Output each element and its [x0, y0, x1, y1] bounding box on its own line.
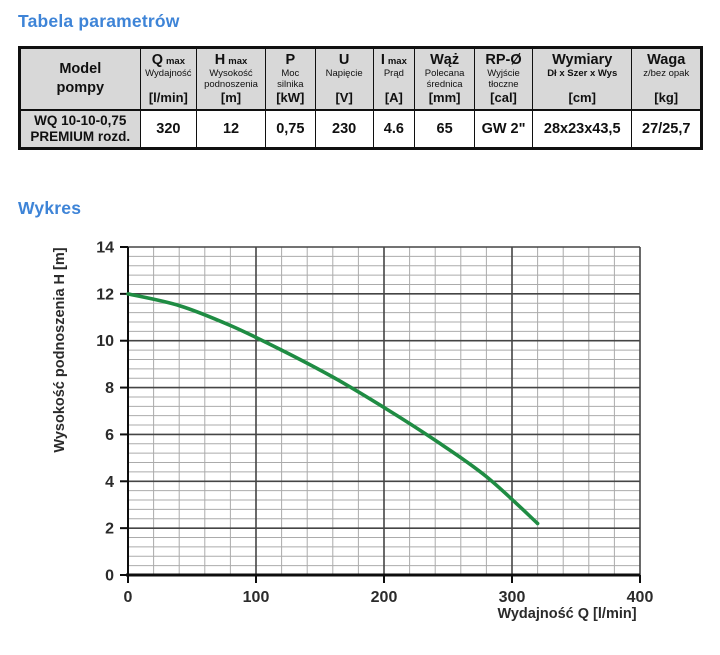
y-tick-label: 12	[96, 286, 114, 303]
value-cell-waz: 65	[414, 109, 476, 150]
column-unit-label: [m]	[220, 90, 242, 106]
value-cell-p: 0,75	[264, 109, 316, 150]
model-name-line1: WQ 10-10-0,75	[34, 113, 127, 129]
column-main-suffix: max	[165, 56, 185, 67]
tick-labels: 0 100 200 300 400 0 2 4 6 8 10 12 14	[96, 240, 653, 607]
column-header-rp: RP-Ø Wyjście tłoczne [cal]	[474, 47, 533, 112]
column-sub-label: z/bez opak	[643, 68, 690, 80]
column-sub-label: Wysokość podnoszenia	[204, 68, 258, 90]
column-header-wymiary: Wymiary Dł x Szer x Wys [cm]	[531, 47, 633, 112]
model-header-line1: Model	[59, 61, 102, 78]
column-unit-label: [A]	[384, 90, 403, 106]
column-sub-label: Wydajność	[145, 68, 192, 80]
value-cell-hmax: 12	[196, 109, 266, 150]
column-main-label: Waga	[647, 52, 686, 68]
x-axis-label: Wydajność Q [l/min]	[497, 606, 636, 622]
column-unit-label: [l/min]	[148, 90, 188, 106]
section-title-chart: Wykres	[18, 198, 82, 218]
section-title-parameters: Tabela parametrów	[18, 11, 180, 31]
column-unit-label: [mm]	[428, 90, 461, 106]
column-header-model: Model pompy	[19, 47, 141, 112]
model-cell: WQ 10-10-0,75 PREMIUM rozd.	[19, 109, 141, 150]
pump-curve	[126, 292, 540, 526]
value-cell-wymiary: 28x23x43,5	[531, 109, 633, 150]
y-axis-label: Wysokość podnoszenia H [m]	[52, 247, 68, 452]
x-tick-label: 300	[499, 589, 526, 606]
column-sub-label: Moc silnika	[277, 68, 304, 90]
x-tick-label: 200	[371, 589, 398, 606]
column-main-suffix: max	[228, 56, 248, 67]
column-header-waga: Waga z/bez opak [kg]	[631, 47, 702, 112]
column-unit-label: [cal]	[490, 90, 517, 106]
x-tick-label: 400	[627, 589, 654, 606]
column-header-waz: Wąż Polecana średnica [mm]	[414, 47, 476, 112]
column-sub-label: Prąd	[383, 68, 404, 80]
chart-svg: 0 100 200 300 400 0 2 4 6 8 10 12 14 Wydajność Q [l/m…	[52, 240, 653, 623]
column-unit-label: [kg]	[654, 90, 679, 106]
y-tick-label: 6	[105, 427, 114, 444]
column-sub-label: Napięcie	[325, 68, 363, 80]
column-main-suffix: max	[387, 56, 407, 67]
column-main-label: U	[338, 52, 350, 68]
value-cell-waga: 27/25,7	[631, 109, 702, 150]
column-sub-label: Polecana średnica	[424, 68, 465, 90]
column-sub-label: Wyjście tłoczne	[487, 68, 520, 90]
y-tick-label: 10	[96, 333, 114, 350]
value-cell-qmax: 320	[139, 109, 198, 150]
value-cell-imax: 4.6	[372, 109, 416, 150]
x-tick-label: 100	[243, 589, 270, 606]
column-main-label: Wąż	[430, 52, 460, 68]
column-main-label: RP-Ø	[485, 52, 522, 68]
y-tick-label: 2	[105, 521, 114, 538]
column-unit-label: [V]	[335, 90, 353, 106]
y-tick-label: 14	[96, 240, 114, 257]
value-cell-rp: GW 2"	[474, 109, 533, 150]
axes	[120, 246, 641, 583]
pump-curve-chart: 0 100 200 300 400 0 2 4 6 8 10 12 14 Wydajność Q [l/m…	[40, 237, 700, 637]
column-main-label: Q	[151, 52, 163, 68]
column-unit-label: [cm]	[568, 90, 596, 106]
column-main-label: P	[285, 52, 296, 68]
model-name-line2: PREMIUM rozd.	[30, 129, 131, 145]
column-main-label: I	[380, 52, 385, 68]
value-cell-u: 230	[314, 109, 374, 150]
y-tick-label: 8	[105, 380, 114, 397]
column-header-p: P Moc silnika [kW]	[264, 47, 316, 112]
column-main-label: H	[214, 52, 226, 68]
x-tick-label: 0	[124, 589, 133, 606]
column-unit-label: [kW]	[276, 90, 305, 106]
column-main-label: Wymiary	[552, 52, 613, 68]
column-header-u: U Napięcie [V]	[314, 47, 374, 112]
model-header-line2: pompy	[56, 80, 105, 97]
column-sub-label: Dł x Szer x Wys	[547, 68, 618, 80]
y-tick-label: 0	[105, 568, 114, 585]
y-tick-label: 4	[105, 474, 114, 491]
